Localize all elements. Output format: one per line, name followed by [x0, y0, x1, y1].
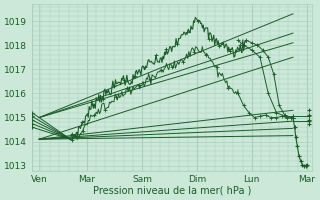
X-axis label: Pression niveau de la mer( hPa ): Pression niveau de la mer( hPa ) — [93, 186, 251, 196]
